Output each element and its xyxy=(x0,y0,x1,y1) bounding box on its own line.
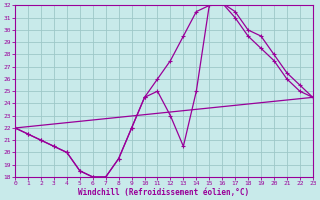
X-axis label: Windchill (Refroidissement éolien,°C): Windchill (Refroidissement éolien,°C) xyxy=(78,188,250,197)
